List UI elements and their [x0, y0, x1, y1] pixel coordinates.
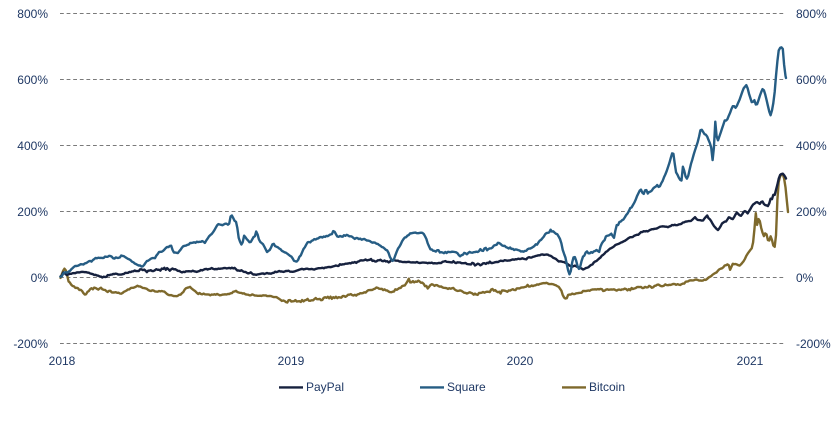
svg-text:400%: 400% — [796, 139, 827, 153]
svg-text:2018: 2018 — [49, 354, 76, 368]
svg-text:800%: 800% — [796, 7, 827, 21]
svg-text:-200%: -200% — [13, 337, 48, 351]
svg-text:PayPal: PayPal — [306, 380, 344, 394]
svg-text:600%: 600% — [17, 73, 48, 87]
svg-text:0%: 0% — [796, 271, 814, 285]
svg-text:Bitcoin: Bitcoin — [589, 380, 625, 394]
svg-text:200%: 200% — [796, 205, 827, 219]
svg-text:400%: 400% — [17, 139, 48, 153]
svg-text:600%: 600% — [796, 73, 827, 87]
svg-text:800%: 800% — [17, 7, 48, 21]
svg-text:200%: 200% — [17, 205, 48, 219]
svg-text:Square: Square — [447, 380, 486, 394]
svg-text:2019: 2019 — [278, 354, 305, 368]
svg-text:0%: 0% — [31, 271, 49, 285]
svg-text:-200%: -200% — [796, 337, 831, 351]
svg-text:2021: 2021 — [737, 354, 764, 368]
svg-text:2020: 2020 — [507, 354, 534, 368]
